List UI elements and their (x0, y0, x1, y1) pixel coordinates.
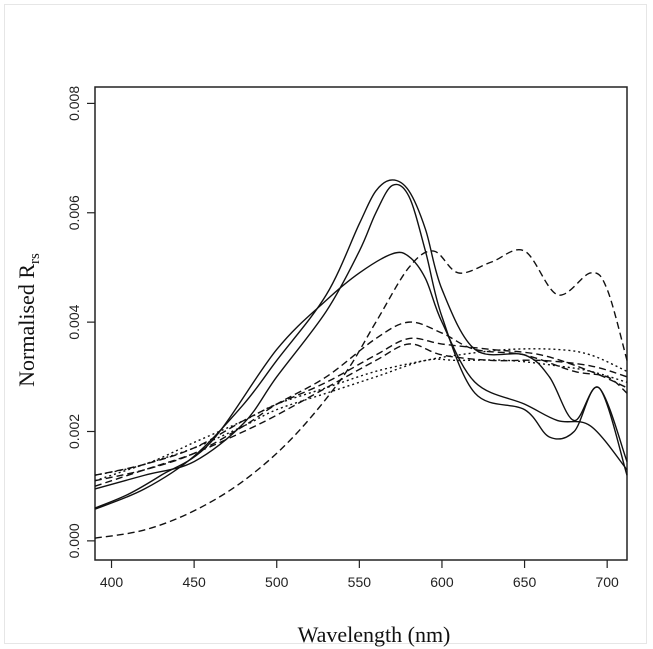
y-tick-label: 0.006 (66, 195, 82, 230)
series-line-7 (94, 343, 628, 487)
y-tick-label: 0.002 (66, 414, 82, 449)
x-tick-label: 550 (348, 574, 372, 590)
series-line-2 (94, 183, 628, 490)
series-line-1 (94, 179, 628, 510)
y-tick-label: 0.004 (66, 304, 82, 339)
y-tick-label: 0.008 (66, 86, 82, 121)
x-axis-label: Wavelength (nm) (298, 622, 451, 647)
x-tick-label: 700 (595, 574, 619, 590)
x-axis: 400 450 500 550 600 650 700 (100, 560, 619, 590)
series-layer (94, 179, 628, 539)
figure-frame (4, 4, 647, 644)
y-tick-label: 0.000 (66, 523, 82, 558)
x-tick-label: 600 (430, 574, 454, 590)
y-axis-label-main: Normalised R (14, 264, 39, 387)
x-tick-label: 650 (513, 574, 537, 590)
x-tick-label: 450 (182, 574, 206, 590)
plot-area (94, 86, 628, 561)
series-line-6 (94, 337, 628, 476)
x-tick-label: 500 (265, 574, 289, 590)
series-line-8 (94, 348, 628, 476)
series-line-3 (94, 251, 628, 509)
series-line-5 (94, 321, 628, 482)
series-line-4 (94, 249, 628, 539)
y-axis-label-subscript: rs (27, 253, 43, 264)
x-tick-label: 400 (100, 574, 124, 590)
y-axis: 0.000 0.002 0.004 0.006 0.008 (66, 86, 95, 558)
series-line-9 (94, 358, 628, 482)
y-axis-label: Normalised Rrs (14, 253, 43, 387)
